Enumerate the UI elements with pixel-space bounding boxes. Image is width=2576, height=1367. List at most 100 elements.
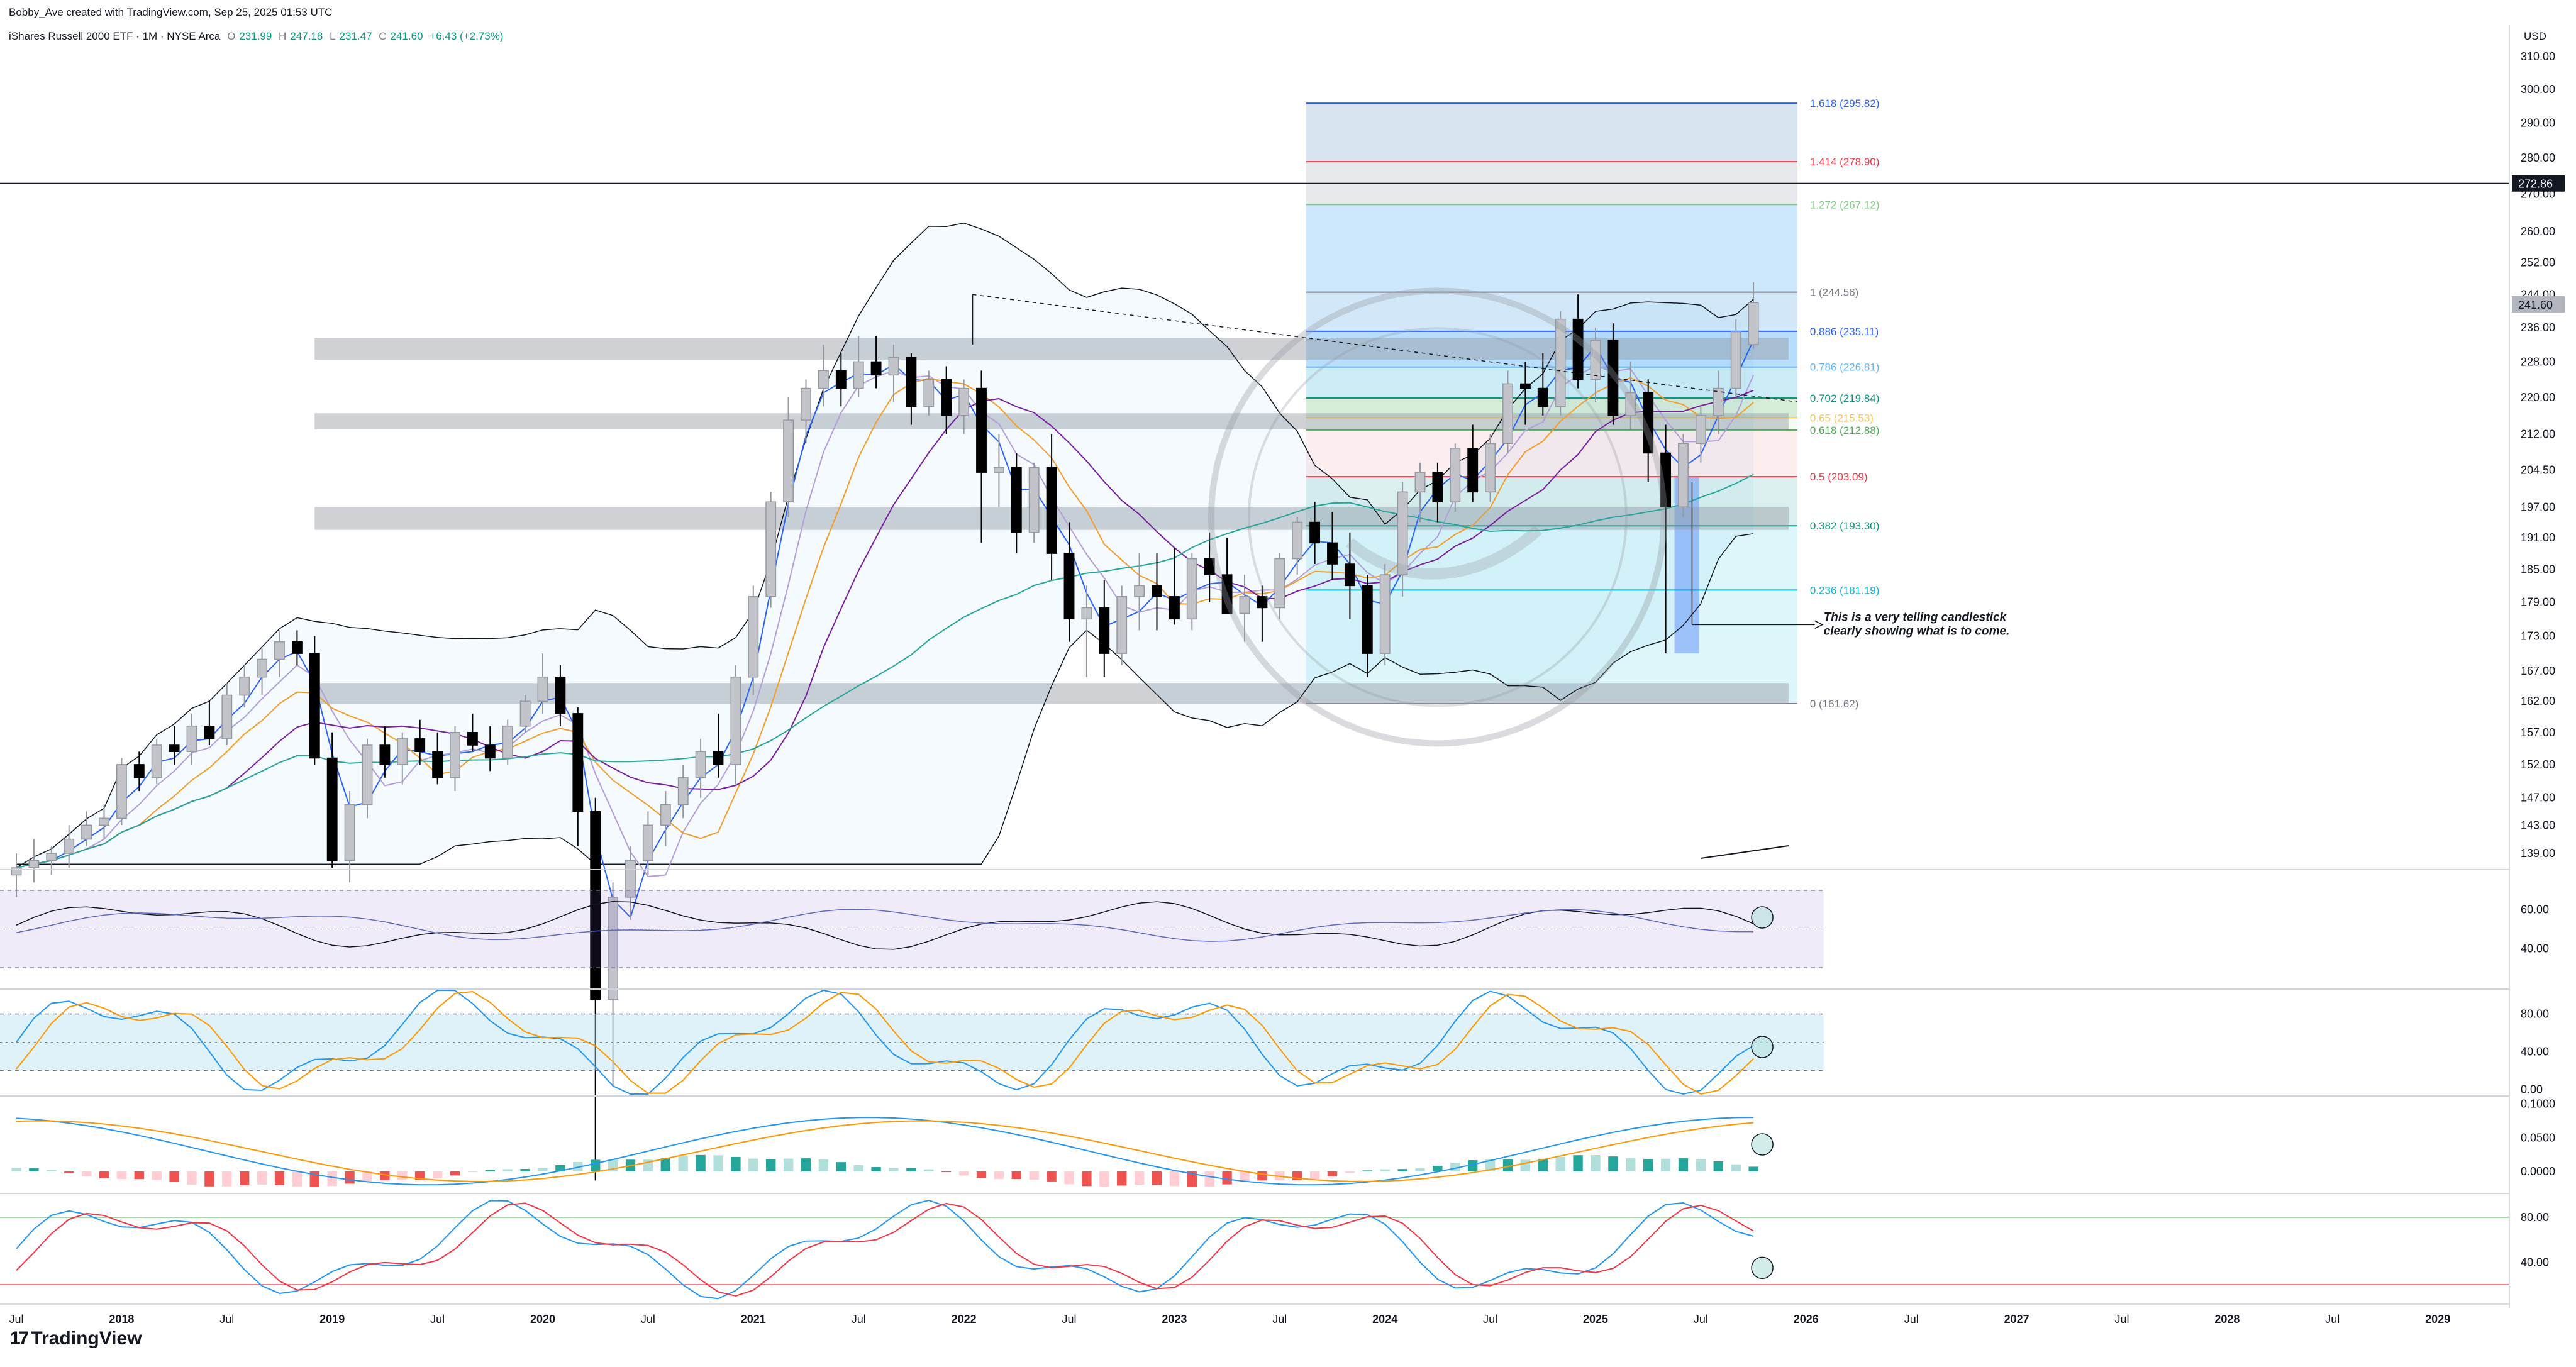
candle-body — [713, 751, 724, 765]
candle-body — [291, 641, 303, 654]
histogram-bar — [853, 1165, 863, 1171]
histogram-bar — [1204, 1171, 1214, 1187]
time-axis-label: Jul — [1694, 1313, 1708, 1325]
time-axis-label: 2018 — [109, 1313, 134, 1325]
close-value: 241.60 — [390, 30, 423, 42]
candle-body — [1116, 596, 1128, 654]
candle-body — [801, 387, 811, 421]
candle-body — [257, 658, 268, 678]
histogram-bar — [748, 1158, 758, 1171]
histogram-bar — [1520, 1159, 1531, 1171]
candle-body — [1362, 585, 1373, 654]
bollinger-bands — [16, 222, 1754, 868]
candle-body — [239, 676, 250, 696]
histogram-bar — [116, 1171, 127, 1179]
candle-body — [1344, 563, 1355, 587]
time-axis-label: 2024 — [1372, 1313, 1397, 1325]
histogram-bar — [783, 1158, 794, 1171]
histogram-bar — [169, 1171, 179, 1182]
price-axis-tick: 191.00 — [2521, 531, 2555, 544]
candle-body — [116, 764, 127, 819]
candle-body — [1099, 607, 1110, 654]
fib-band — [1306, 429, 1797, 477]
candle-body — [537, 676, 548, 702]
histogram-bar — [1011, 1171, 1021, 1180]
watermark-logo — [1208, 287, 1667, 747]
fib-level-label: 0.886 (235.11) — [1810, 326, 1879, 338]
histogram-bar — [924, 1169, 934, 1171]
histogram-bar — [871, 1167, 881, 1171]
histogram-bar — [187, 1171, 197, 1185]
bollinger-upper — [16, 222, 1754, 868]
level-tag — [2512, 175, 2565, 192]
small-trendline — [1701, 845, 1789, 859]
candle-body — [1467, 448, 1479, 493]
last-price-label: 241.60 — [2518, 299, 2553, 311]
candle-body — [1063, 553, 1075, 620]
axes: 139.00 143.00 147.00 152.00 157.00 162.00 167.… — [0, 25, 2565, 1325]
histogram-bar — [958, 1171, 969, 1176]
candle-body — [783, 419, 794, 503]
candle-body — [379, 744, 391, 765]
currency-label[interactable]: USD — [2524, 30, 2546, 42]
candle-body — [519, 700, 531, 727]
histogram-bar — [696, 1154, 706, 1171]
symbol-title[interactable]: iShares Russell 2000 ETF · 1M · NYSE Arc… — [9, 30, 221, 42]
tradingview-logo[interactable]: 17 TradingView — [10, 1328, 142, 1349]
moving-average-line — [16, 340, 1755, 919]
candle-body — [1607, 340, 1619, 416]
time-axis-label: Jul — [1272, 1313, 1287, 1325]
histogram-bar — [520, 1169, 530, 1171]
histogram-bar — [1327, 1171, 1338, 1176]
histogram-bar — [1660, 1158, 1671, 1171]
candle-body — [748, 596, 759, 678]
histogram-bar — [976, 1171, 987, 1178]
candle-body — [1572, 318, 1584, 380]
price-axis-tick: 185.00 — [2521, 563, 2555, 576]
histogram-bar — [1502, 1159, 1513, 1171]
candle-body — [1221, 574, 1233, 614]
candle-body — [81, 824, 92, 840]
candle-body — [853, 361, 864, 389]
candle-body — [502, 725, 513, 759]
candle-body — [1678, 443, 1689, 508]
time-axis-label: 2029 — [2425, 1313, 2450, 1325]
candle-body — [730, 676, 741, 765]
stoch-d-line — [16, 991, 1754, 1095]
pane-axis-tick: 80.00 — [2521, 1008, 2549, 1021]
candle-body — [906, 357, 917, 407]
histogram-bar — [1731, 1164, 1741, 1171]
histogram-bar — [1573, 1155, 1583, 1171]
candle-body — [11, 867, 22, 876]
candle-body — [1081, 607, 1092, 620]
fib-level-label: 0.382 (193.30) — [1810, 520, 1880, 532]
time-axis-label: Jul — [641, 1313, 655, 1325]
candle-body — [274, 641, 285, 660]
histogram-bar — [397, 1171, 408, 1180]
candle-body — [151, 744, 162, 778]
candle-body — [204, 725, 215, 739]
candle-body — [765, 501, 777, 597]
candle-body — [677, 777, 689, 805]
candle-body — [28, 860, 40, 868]
price-axis-tick: 228.00 — [2521, 355, 2555, 368]
candle-body — [818, 370, 829, 389]
candle-body — [1414, 472, 1426, 493]
histogram-bar — [1678, 1158, 1689, 1171]
price-axis-tick: 260.00 — [2521, 225, 2555, 238]
candle-body — [993, 467, 1004, 473]
watermark-ring-icon — [1208, 287, 1667, 747]
stoch-k-line — [16, 1199, 1754, 1300]
histogram-bar — [1415, 1168, 1425, 1171]
histogram-bar — [1134, 1171, 1145, 1185]
macd-line — [16, 1117, 1754, 1186]
pane-axis-tick: 0.0000 — [2521, 1165, 2555, 1178]
watermark-inner-ring-icon — [1247, 327, 1628, 707]
candle-body — [99, 817, 109, 826]
candle-body — [642, 824, 653, 861]
candle-body — [1186, 558, 1197, 620]
histogram-bar — [573, 1161, 583, 1171]
candle-body — [1537, 387, 1548, 407]
annotations: This is a very telling candlestickclearl… — [972, 294, 2009, 859]
